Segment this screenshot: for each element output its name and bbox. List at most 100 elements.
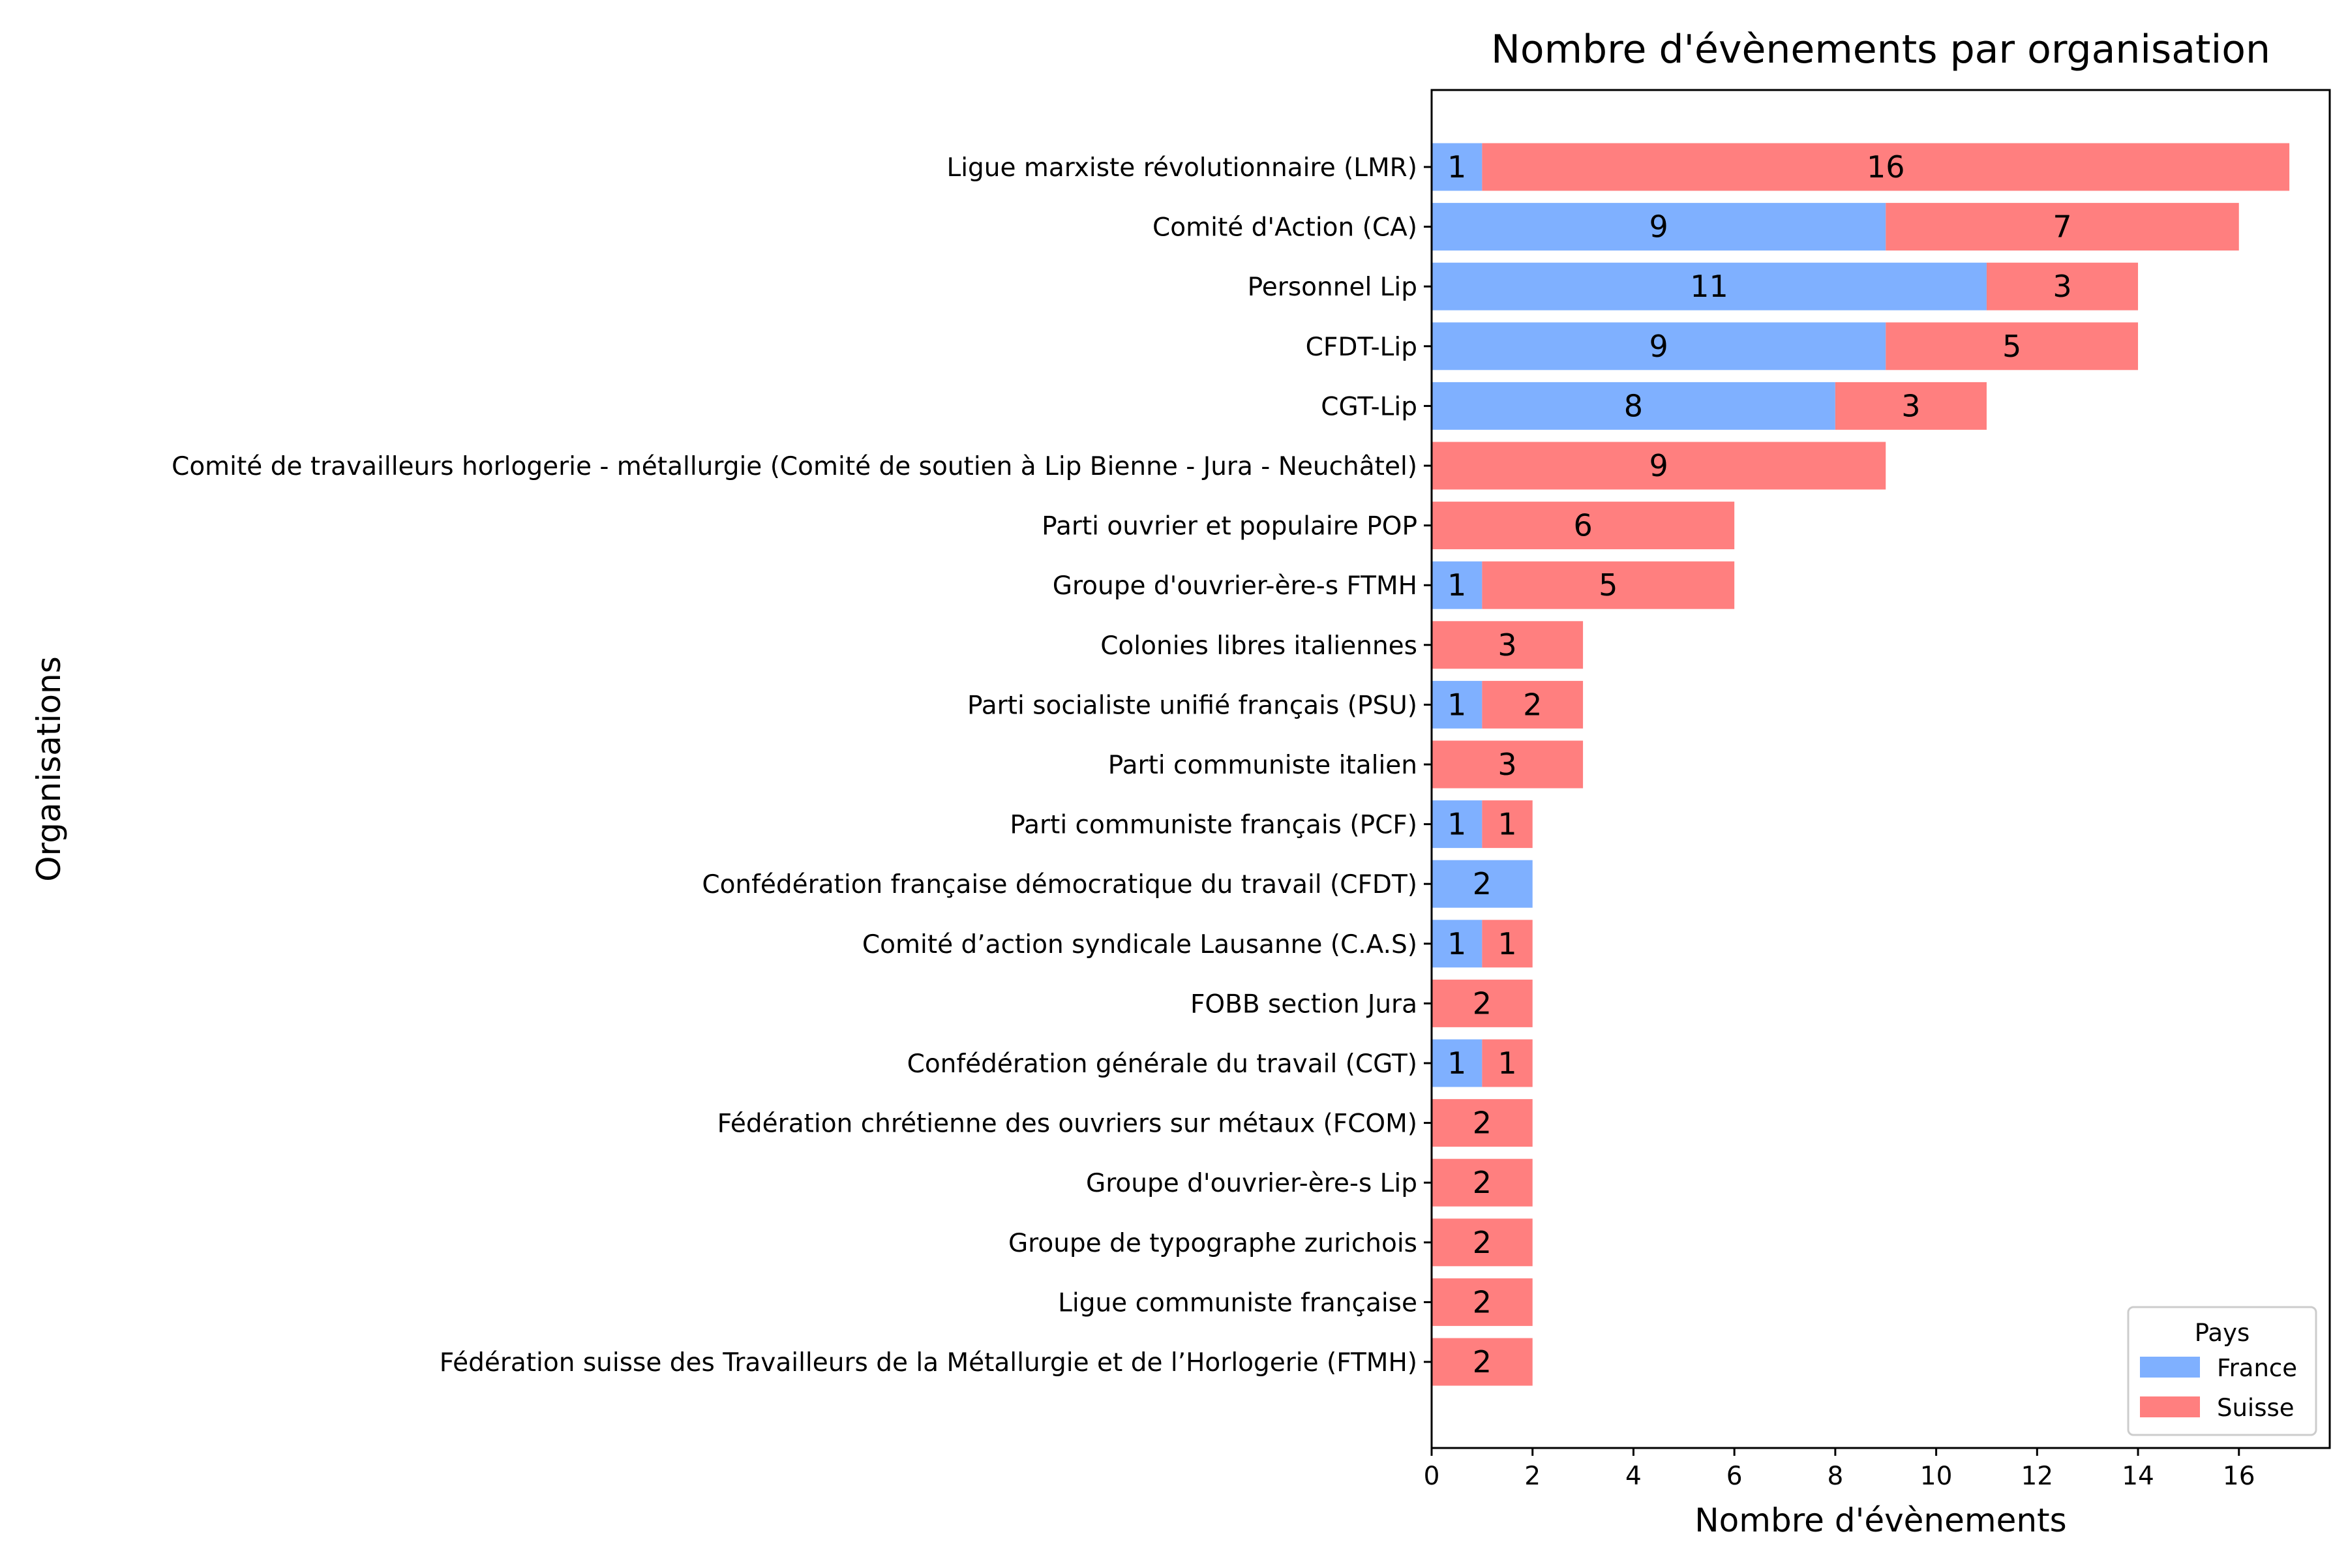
bar-value-label: 1 xyxy=(1447,926,1466,961)
bar-value-label: 2 xyxy=(1473,1106,1492,1141)
bar-suisse xyxy=(1482,800,1533,849)
y-tick-label: Fédération chrétienne des ouvriers sur m… xyxy=(717,1109,1417,1139)
bar-suisse xyxy=(1986,262,2139,310)
bar-value-label: 1 xyxy=(1447,687,1466,722)
bar-suisse xyxy=(1432,502,1735,550)
x-tick-label: 10 xyxy=(1920,1462,1953,1491)
y-axis: Ligue marxiste révolutionnaire (LMR) Comi… xyxy=(172,153,1432,1378)
bar-value-label: 3 xyxy=(1901,388,1920,423)
y-tick-label: Personnel Lip xyxy=(1248,273,1417,302)
y-tick-label: Parti communiste français (PCF) xyxy=(1010,811,1417,840)
bar-value-label: 8 xyxy=(1624,388,1643,423)
bar-suisse xyxy=(1482,143,2290,191)
bar-value-label: 1 xyxy=(1447,567,1466,603)
y-tick-label: Groupe d'ouvrier-ère-s Lip xyxy=(1086,1169,1417,1198)
x-axis: 0 2 4 6 8 10 12 14 16 xyxy=(1424,1448,2255,1491)
x-tick-label: 4 xyxy=(1625,1462,1642,1491)
bar-value-label: 16 xyxy=(1867,149,1905,185)
bar-suisse xyxy=(1482,561,1735,609)
bar-france xyxy=(1432,860,1533,908)
bar-france xyxy=(1432,203,1886,251)
bar-value-label: 5 xyxy=(1599,567,1618,603)
bar-suisse xyxy=(1482,680,1584,729)
y-tick-label: Comité d'Action (CA) xyxy=(1152,213,1417,243)
bar-france xyxy=(1432,680,1483,729)
bar-value-label: 3 xyxy=(1498,627,1516,663)
bar-suisse xyxy=(1432,621,1584,669)
bar-value-label: 6 xyxy=(1573,508,1592,543)
bar-france xyxy=(1432,920,1483,968)
y-tick-label: Ligue communiste française xyxy=(1058,1288,1417,1318)
x-tick-label: 12 xyxy=(2021,1462,2053,1491)
chart-title: Nombre d'évènements par organisation xyxy=(1491,27,2270,72)
bar-value-label: 1 xyxy=(1447,1046,1466,1081)
bar-france xyxy=(1432,322,1886,370)
y-axis-label: Organisations xyxy=(30,656,68,882)
bar-france xyxy=(1432,1039,1483,1087)
y-tick-label: Parti socialiste unifié français (PSU) xyxy=(967,691,1417,720)
bar-value-label: 1 xyxy=(1498,1046,1516,1081)
bar-value-label: 11 xyxy=(1690,269,1728,304)
y-tick-label: Comité de travailleurs horlogerie - méta… xyxy=(172,452,1417,481)
bar-suisse xyxy=(1482,920,1533,968)
bar-suisse xyxy=(1482,1039,1533,1087)
bar-france xyxy=(1432,800,1483,849)
y-tick-label: Parti ouvrier et populaire POP xyxy=(1042,512,1417,541)
bar-france xyxy=(1432,262,1987,310)
bar-value-label: 3 xyxy=(1498,747,1516,782)
bar-value-label: 2 xyxy=(1473,1165,1492,1200)
y-tick-label: Groupe d'ouvrier-ère-s FTMH xyxy=(1053,571,1417,601)
bar-value-label: 9 xyxy=(1649,209,1668,245)
bar-suisse xyxy=(1432,442,1886,490)
bar-value-label: 1 xyxy=(1447,807,1466,842)
x-tick-label: 14 xyxy=(2122,1462,2154,1491)
x-tick-label: 0 xyxy=(1424,1462,1440,1491)
bar-suisse xyxy=(1886,322,2139,370)
bar-suisse xyxy=(1432,1338,1533,1386)
bar-value-label: 2 xyxy=(1473,1344,1492,1380)
bar-value-label: 5 xyxy=(2002,329,2021,364)
bar-suisse xyxy=(1432,1099,1533,1147)
y-tick-label: Colonies libres italiennes xyxy=(1100,631,1417,661)
bar-suisse xyxy=(1432,740,1584,789)
bar-value-label: 3 xyxy=(2053,269,2071,304)
legend-title: Pays xyxy=(2195,1319,2250,1347)
y-tick-label: Fédération suisse des Travailleurs de la… xyxy=(440,1348,1417,1378)
bar-suisse xyxy=(1835,382,1987,430)
x-tick-label: 2 xyxy=(1524,1462,1541,1491)
x-tick-label: 8 xyxy=(1827,1462,1843,1491)
y-tick-label: CGT-Lip xyxy=(1321,392,1417,421)
bar-value-label: 2 xyxy=(1473,986,1492,1021)
legend: Pays France Suisse xyxy=(2127,1306,2317,1436)
bar-value-label: 2 xyxy=(1523,687,1542,722)
y-tick-label: Confédération française démocratique du … xyxy=(702,870,1417,899)
y-tick-label: CFDT-Lip xyxy=(1306,333,1417,362)
bar-suisse xyxy=(1432,1278,1533,1326)
legend-label-suisse: Suisse xyxy=(2217,1394,2295,1422)
legend-items: France Suisse xyxy=(2140,1354,2297,1422)
y-tick-label: Parti communiste italien xyxy=(1108,751,1417,780)
x-tick-label: 16 xyxy=(2223,1462,2255,1491)
bar-suisse xyxy=(1432,1158,1533,1207)
bar-suisse xyxy=(1432,979,1533,1027)
bar-value-label: 2 xyxy=(1473,866,1492,901)
legend-swatch-suisse xyxy=(2140,1396,2200,1417)
x-tick-label: 6 xyxy=(1726,1462,1743,1491)
plot-frame xyxy=(1430,89,2331,1449)
bar-value-label: 7 xyxy=(2053,209,2071,245)
y-tick-label: Ligue marxiste révolutionnaire (LMR) xyxy=(946,153,1417,183)
bar-value-label: 1 xyxy=(1447,149,1466,185)
y-tick-label: Groupe de typographe zurichois xyxy=(1008,1229,1417,1258)
bar-france xyxy=(1432,382,1835,430)
y-tick-label: FOBB section Jura xyxy=(1190,989,1417,1019)
bar-suisse xyxy=(1886,203,2239,251)
bars-layer xyxy=(1432,143,2290,1386)
bar-france xyxy=(1432,143,1483,191)
bar-france xyxy=(1432,561,1483,609)
bar-suisse xyxy=(1432,1218,1533,1267)
bar-value-label: 9 xyxy=(1649,448,1668,483)
legend-swatch-france xyxy=(2140,1357,2200,1378)
bar-value-label: 2 xyxy=(1473,1225,1492,1260)
